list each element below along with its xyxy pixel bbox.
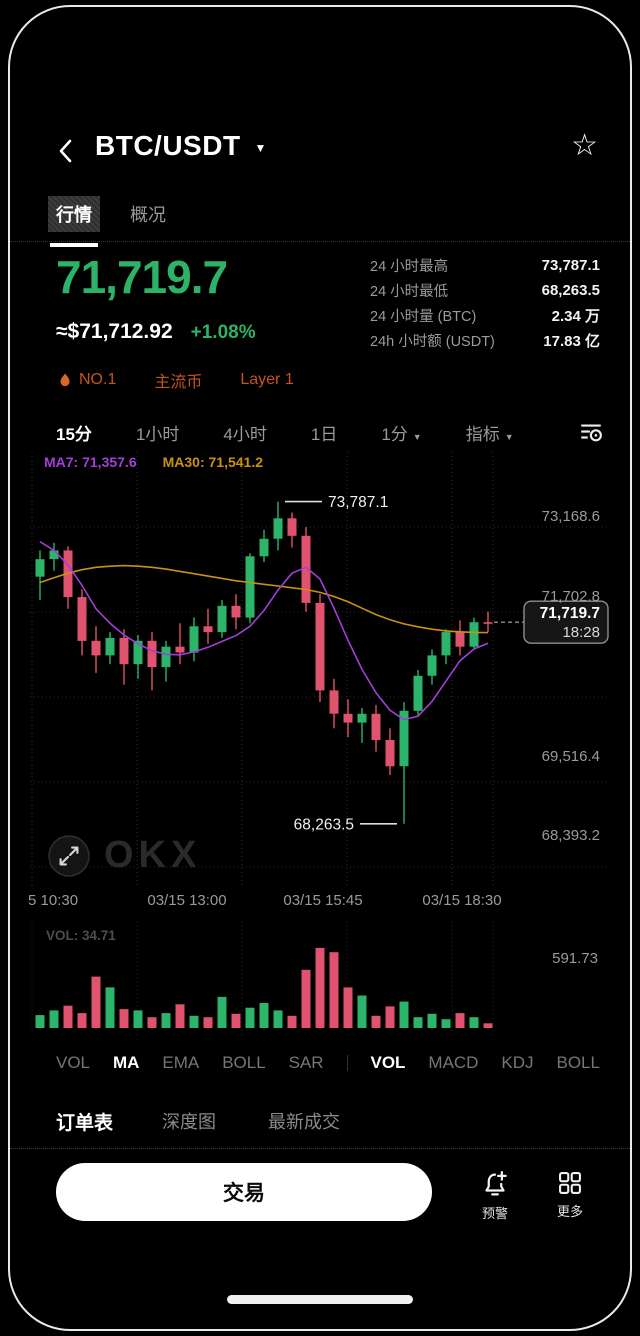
chevron-down-icon: ▼ <box>412 431 422 442</box>
fiat-row: ≈$71,712.92 +1.08% <box>56 320 256 344</box>
stat-label: 24 小时量 (BTC) <box>370 309 477 325</box>
interval-more-dropdown[interactable]: 1分 ▼ <box>381 420 421 445</box>
flame-icon <box>60 373 70 386</box>
indicator-tabs: VOL MA EMA BOLL SAR VOL MACD KDJ BOLL <box>56 1046 600 1080</box>
badge-mainstream[interactable]: 主流币 <box>154 374 203 391</box>
badge-rank[interactable]: NO.1 <box>58 371 116 389</box>
indicator-sar[interactable]: SAR <box>288 1053 324 1072</box>
y-axis-label: 73,168.6 <box>541 508 600 525</box>
volume-value-label: VOL: 34.71 <box>46 928 116 943</box>
order-tabs: 订单表 深度图 最新成交 <box>10 1102 630 1148</box>
tab-order-book[interactable]: 订单表 <box>56 1113 114 1134</box>
chart-settings-icon <box>581 424 602 441</box>
badge-rank-label: NO.1 <box>79 371 117 388</box>
interval-more-label: 1分 <box>381 424 408 444</box>
chevron-down-icon: ▼ <box>504 431 514 442</box>
stat-row: 24h 小时额 (USDT) 17.83 亿 <box>370 328 600 353</box>
favorite-button[interactable]: ☆ <box>571 128 598 164</box>
y-axis-label: 69,516.4 <box>541 748 600 765</box>
last-price: 71,719.7 <box>56 251 228 303</box>
svg-text:68,263.5: 68,263.5 <box>294 816 354 833</box>
ma7-label: MA7: 71,357.6 <box>44 454 137 470</box>
svg-text:18:28: 18:28 <box>562 624 600 641</box>
indicator-kdj[interactable]: KDJ <box>501 1053 534 1072</box>
x-axis-label: 03/15 18:30 <box>422 892 502 909</box>
market-tabs: 行情 概况 <box>10 190 630 247</box>
screen: BTC/USDT ▼ ☆ 行情 概况 71,719.7 ≈$71,712.92 … <box>8 5 632 1331</box>
badges-row: NO.1 主流币 Layer 1 <box>58 368 294 392</box>
y-axis-label: 68,393.2 <box>541 827 600 844</box>
stat-label: 24 小时最低 <box>370 284 449 300</box>
stat-value: 68,263.5 <box>541 282 600 299</box>
interval-1d[interactable]: 1日 <box>310 424 338 444</box>
price-change: +1.08% <box>190 322 256 343</box>
tab-quotes[interactable]: 行情 <box>48 196 100 247</box>
interval-tabs: 15分 1小时 4小时 1日 1分 ▼ 指标 ▼ <box>56 416 604 448</box>
indicator-divider <box>346 1055 348 1071</box>
interval-1h[interactable]: 1小时 <box>135 424 180 444</box>
ma30-label: MA30: 71,541.2 <box>162 454 264 470</box>
candlestick-chart[interactable]: 73,787.1 68,263.5 71,719.7 18:28 MA7: 71,35… <box>30 452 610 888</box>
alert-action[interactable]: 预警 <box>467 1169 523 1222</box>
back-button[interactable] <box>50 136 82 168</box>
tab-overview[interactable]: 概况 <box>130 205 166 225</box>
x-axis-label: 03/15 13:00 <box>147 892 227 909</box>
trade-button[interactable]: 交易 <box>56 1163 432 1221</box>
indicator-ema[interactable]: EMA <box>162 1053 200 1072</box>
stat-row: 24 小时量 (BTC) 2.34 万 <box>370 303 600 328</box>
x-axis: 5 10:30 03/15 13:00 03/15 15:45 03/15 18… <box>28 892 610 916</box>
pair-selector[interactable]: BTC/USDT ▼ <box>95 130 266 162</box>
volume-pane[interactable]: VOL: 34.71 591.73 <box>30 922 610 1036</box>
volume-axis-max: 591.73 <box>552 950 598 967</box>
ma-labels: MA7: 71,357.6 MA30: 71,541.2 <box>44 454 263 470</box>
alert-label: 预警 <box>481 1206 508 1221</box>
more-action[interactable]: 更多 <box>542 1169 598 1220</box>
indicator-dropdown[interactable]: 指标 ▼ <box>466 420 514 445</box>
header: BTC/USDT ▼ ☆ <box>10 128 630 176</box>
stat-value: 2.34 万 <box>551 308 600 325</box>
expand-icon <box>48 834 90 877</box>
brand-logo: OKX <box>104 834 202 876</box>
page-title: BTC/USDT <box>95 130 241 161</box>
watermark: OKX <box>48 834 201 877</box>
indicator-boll-main[interactable]: BOLL <box>222 1053 266 1072</box>
indicator-vol-main[interactable]: VOL <box>56 1053 91 1072</box>
svg-text:71,719.7: 71,719.7 <box>540 605 600 622</box>
back-icon <box>59 139 72 162</box>
stat-row: 24 小时最低 68,263.5 <box>370 278 600 303</box>
x-axis-label: 03/15 15:45 <box>283 892 363 909</box>
candles-svg: 73,787.1 68,263.5 71,719.7 18:28 <box>30 452 610 888</box>
stats-table: 24 小时最高 73,787.1 24 小时最低 68,263.5 24 小时量… <box>370 253 600 353</box>
y-axis-label: 71,702.8 <box>541 588 600 605</box>
stat-value: 17.83 亿 <box>543 333 600 350</box>
indicator-dropdown-label: 指标 <box>465 424 500 444</box>
svg-text:73,787.1: 73,787.1 <box>328 494 388 511</box>
star-icon: ☆ <box>571 129 598 162</box>
home-indicator <box>227 1295 413 1304</box>
stat-label: 24h 小时额 (USDT) <box>370 334 495 350</box>
stat-value: 73,787.1 <box>541 257 600 274</box>
indicator-ma[interactable]: MA <box>112 1053 140 1072</box>
volume-svg <box>31 922 494 1036</box>
badge-layer1[interactable]: Layer 1 <box>240 371 294 388</box>
stat-label: 24 小时最高 <box>370 259 449 275</box>
fiat-price: ≈$71,712.92 <box>56 320 173 343</box>
bell-plus-icon <box>485 1171 507 1196</box>
tab-latest-trades[interactable]: 最新成交 <box>268 1112 340 1132</box>
x-axis-label: 5 10:30 <box>28 892 79 909</box>
indicator-boll-sub[interactable]: BOLL <box>556 1053 600 1072</box>
interval-4h[interactable]: 4小时 <box>223 424 267 444</box>
indicator-vol-sub[interactable]: VOL <box>370 1053 406 1072</box>
indicator-macd[interactable]: MACD <box>428 1053 479 1072</box>
more-label: 更多 <box>556 1204 583 1219</box>
divider <box>10 1148 630 1149</box>
grid-icon <box>559 1172 581 1194</box>
chart-settings-button[interactable] <box>578 418 604 447</box>
chevron-down-icon: ▼ <box>254 141 267 155</box>
stat-row: 24 小时最高 73,787.1 <box>370 253 600 278</box>
tab-depth-chart[interactable]: 深度图 <box>162 1112 216 1132</box>
interval-15m[interactable]: 15分 <box>56 424 92 444</box>
